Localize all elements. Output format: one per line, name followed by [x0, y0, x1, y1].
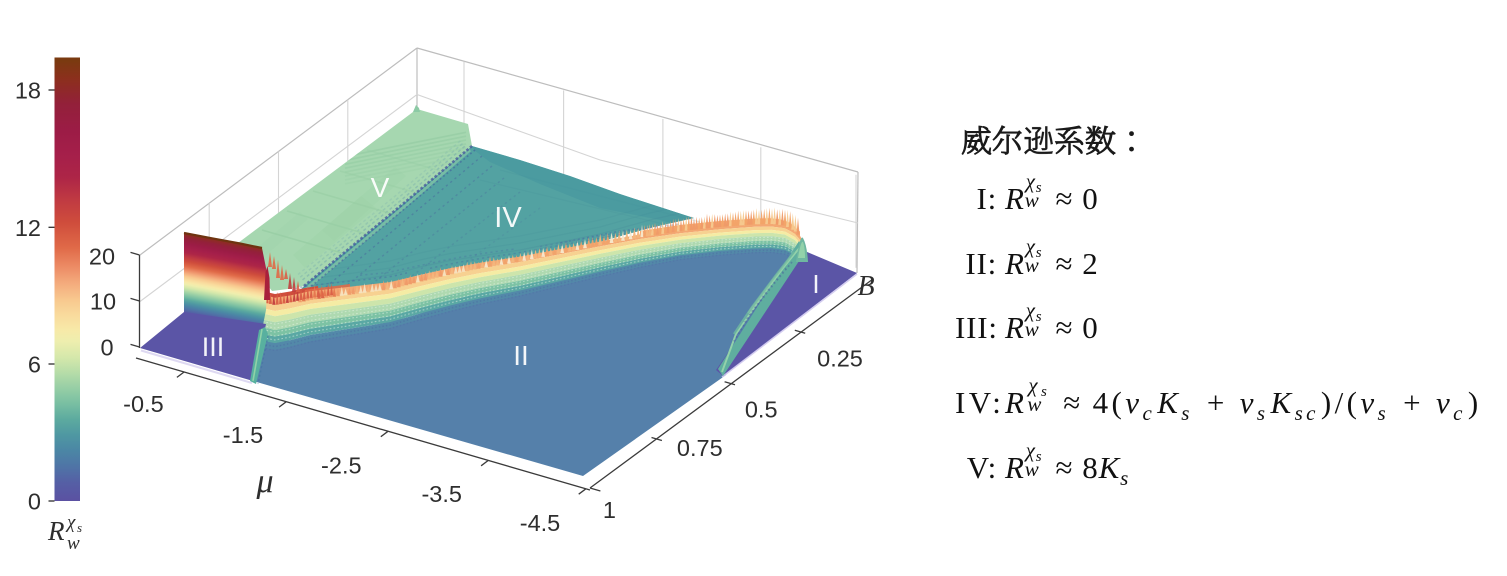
- svg-text:χ: χ: [65, 512, 76, 533]
- svg-text:10: 10: [90, 289, 116, 315]
- svg-text:II: II: [513, 340, 529, 371]
- svg-text:0.5: 0.5: [745, 397, 778, 423]
- svg-text:12: 12: [15, 215, 41, 241]
- svg-text:R: R: [47, 516, 65, 546]
- svg-text:s: s: [77, 520, 82, 535]
- svg-text:0.25: 0.25: [817, 345, 863, 371]
- svg-text:w: w: [67, 533, 80, 554]
- svg-text:-2.5: -2.5: [321, 453, 362, 479]
- svg-text:-4.5: -4.5: [520, 510, 561, 536]
- svg-text:μ: μ: [255, 463, 273, 500]
- svg-text:V: V: [371, 172, 390, 203]
- svg-text:-1.5: -1.5: [223, 422, 264, 448]
- svg-text:6: 6: [28, 352, 41, 378]
- svg-text:0: 0: [28, 489, 41, 515]
- svg-text:0.75: 0.75: [677, 435, 723, 461]
- svg-text:18: 18: [15, 78, 41, 104]
- svg-text:B: B: [857, 271, 874, 302]
- svg-text:III: III: [202, 332, 225, 362]
- svg-text:I: I: [812, 269, 819, 299]
- svg-text:-0.5: -0.5: [123, 391, 164, 417]
- svg-text:1: 1: [603, 497, 616, 523]
- svg-text:0: 0: [100, 335, 113, 361]
- svg-text:IV: IV: [494, 202, 522, 234]
- svg-text:-3.5: -3.5: [421, 481, 462, 507]
- svg-text:20: 20: [89, 244, 115, 270]
